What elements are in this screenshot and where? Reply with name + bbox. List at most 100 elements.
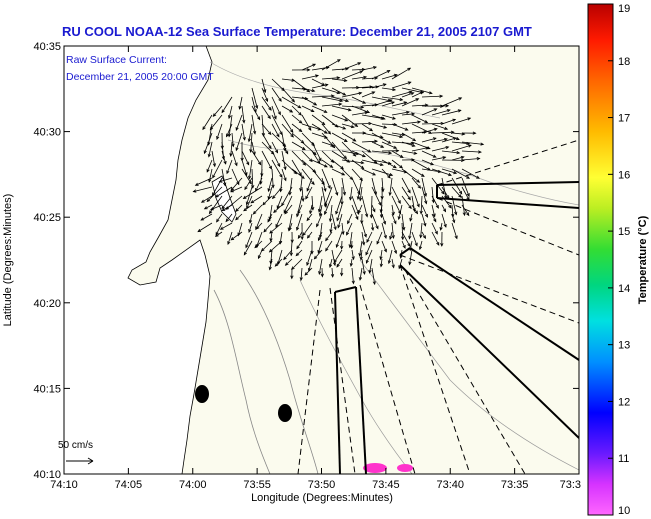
current-vector	[208, 168, 213, 182]
current-vector	[301, 150, 313, 162]
current-vector	[411, 204, 418, 214]
current-vector	[280, 177, 283, 192]
current-vector	[283, 195, 293, 213]
current-vector-head	[311, 181, 315, 186]
current-vector	[401, 87, 424, 94]
current-vector	[244, 177, 253, 190]
current-vector	[231, 150, 238, 166]
current-vector	[441, 195, 452, 209]
current-vector-head	[351, 280, 355, 285]
current-vector-head	[267, 115, 271, 120]
depth-contour-2	[239, 269, 319, 474]
current-vector	[300, 177, 303, 192]
current-vector-head	[298, 112, 302, 116]
current-vector-head	[297, 210, 301, 215]
current-vector-head	[413, 151, 418, 155]
current-vector-head	[399, 165, 404, 169]
current-vector	[391, 141, 414, 144]
current-vector	[421, 213, 426, 227]
current-vector	[351, 204, 359, 220]
current-vector-head	[350, 245, 354, 250]
current-vector	[228, 114, 233, 137]
current-vector	[243, 240, 253, 255]
current-vector	[321, 96, 343, 102]
current-vector-head	[382, 83, 387, 87]
current-vector-head	[209, 126, 214, 131]
current-vector-head	[316, 223, 320, 228]
current-vector-head	[332, 262, 337, 267]
x-tick-label: 73:50	[308, 479, 336, 491]
current-vector	[324, 195, 333, 215]
current-vector	[461, 158, 480, 161]
current-vector	[419, 240, 423, 250]
current-vector	[215, 186, 233, 198]
current-vector	[431, 213, 437, 222]
current-vector-head	[296, 226, 300, 231]
current-vector-head	[203, 206, 208, 210]
current-vector-head	[248, 229, 252, 234]
current-vector	[360, 249, 363, 260]
current-vector-head	[230, 189, 234, 193]
current-vector	[451, 156, 464, 161]
current-vector	[409, 249, 413, 265]
current-vector	[411, 177, 421, 189]
current-vector	[331, 159, 344, 170]
x-tick-label: 73:40	[436, 479, 464, 491]
current-vector	[291, 168, 305, 179]
x-tick-label: 73:45	[372, 479, 400, 491]
current-vector	[461, 141, 484, 145]
current-vector-head	[313, 102, 318, 106]
current-vector-head	[306, 262, 310, 266]
current-vector	[281, 123, 294, 138]
x-tick-label: 73:3	[560, 479, 581, 491]
current-vector	[391, 123, 408, 131]
current-vector-head	[346, 231, 350, 236]
current-vector	[351, 141, 371, 153]
current-vector	[271, 96, 281, 115]
current-vector	[301, 105, 314, 112]
current-vector-head	[335, 192, 339, 196]
current-vector	[349, 231, 353, 248]
colorbar-label: Temperature (°C)	[637, 215, 649, 304]
current-vector	[336, 258, 343, 268]
current-vector-head	[369, 214, 373, 219]
current-vector-head	[359, 256, 363, 261]
current-vector	[380, 249, 383, 260]
current-vector-head	[273, 115, 277, 120]
current-vector	[235, 204, 243, 212]
current-vector-head	[200, 217, 205, 221]
current-vector	[371, 70, 390, 80]
current-vector	[277, 249, 283, 265]
current-vector-head	[267, 188, 271, 193]
current-vector-head	[380, 144, 385, 148]
current-vector-head	[339, 98, 344, 103]
current-vector	[391, 111, 410, 116]
current-vector-head	[417, 185, 422, 189]
current-vector-head	[214, 233, 219, 237]
current-vector	[431, 123, 448, 130]
land-mass	[64, 46, 213, 474]
current-vector	[451, 141, 470, 145]
current-vector	[301, 132, 315, 146]
current-vector	[411, 147, 429, 152]
current-vector-head	[430, 162, 435, 166]
current-vector-head	[391, 211, 395, 216]
current-vector-head	[341, 172, 346, 176]
current-vector	[421, 123, 444, 125]
current-vector	[441, 150, 460, 154]
current-vector	[231, 168, 240, 185]
current-vector	[401, 240, 406, 249]
current-vector	[351, 168, 363, 181]
current-vector	[381, 213, 386, 225]
current-vector	[391, 150, 404, 158]
current-vector	[318, 231, 323, 241]
current-annotation-line1: Raw Surface Current:	[66, 54, 167, 66]
colorbar-tick-label: 14	[618, 283, 630, 295]
current-vector	[451, 168, 470, 179]
current-vector	[361, 150, 377, 164]
current-vector	[371, 213, 379, 229]
current-vector	[341, 92, 362, 98]
current-vector	[391, 101, 407, 107]
current-vector-head	[393, 220, 397, 225]
current-vector-head	[368, 121, 373, 126]
